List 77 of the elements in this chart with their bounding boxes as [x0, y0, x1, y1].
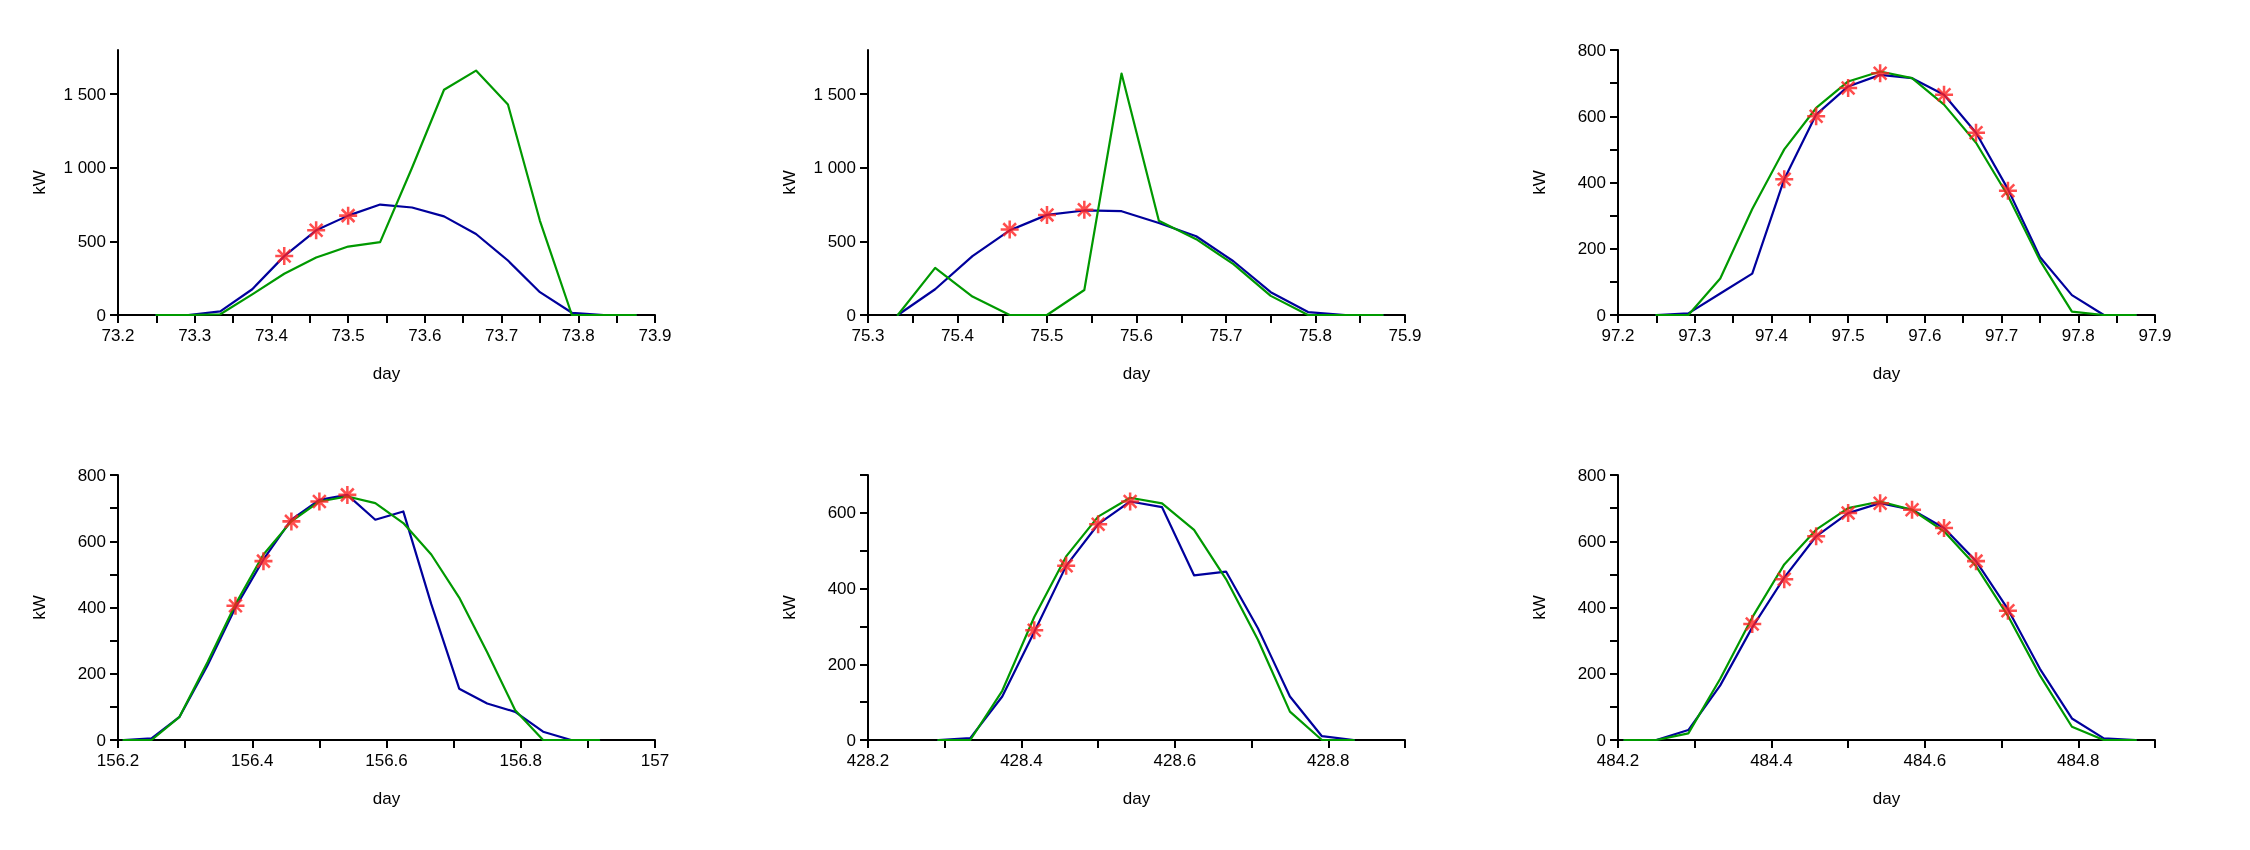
x-tick-label: 73.9 — [638, 326, 672, 345]
y-tick-label: 800 — [1577, 40, 1606, 60]
y-tick-label: 0 — [1596, 730, 1606, 750]
y-tick-label: 600 — [827, 503, 856, 523]
y-tick-label: 500 — [827, 231, 856, 251]
x-tick-label: 484.2 — [1596, 751, 1640, 770]
y-tick-label: 1 500 — [63, 84, 106, 104]
x-tick-label: 75.8 — [1298, 326, 1333, 345]
y-tick-label: 600 — [77, 531, 106, 551]
x-tick-label: 73.4 — [254, 326, 288, 345]
x-tick-label: 73.7 — [485, 326, 519, 345]
y-axis-title: kW — [780, 595, 799, 620]
y-tick-label: 800 — [77, 465, 106, 485]
x-tick-label: 428.6 — [1153, 751, 1197, 770]
x-tick-label: 73.2 — [101, 326, 135, 345]
y-tick-label: 1 000 — [813, 158, 856, 178]
x-tick-label: 428.2 — [846, 751, 890, 770]
x-tick-label: 97.2 — [1601, 326, 1635, 345]
x-tick-label: 97.7 — [1985, 326, 2019, 345]
y-tick-label: 200 — [1577, 239, 1606, 259]
x-axis-title: day — [1872, 364, 1901, 383]
x-tick-label: 156.6 — [365, 751, 408, 770]
x-tick-label: 484.6 — [1903, 751, 1947, 770]
x-tick-label: 75.6 — [1119, 326, 1154, 345]
y-tick-label: 0 — [96, 730, 106, 750]
line-series — [896, 72, 1384, 317]
y-tick-label: 600 — [1577, 106, 1606, 126]
y-tick-label: 0 — [1596, 305, 1606, 325]
y-tick-label: 1 500 — [813, 84, 856, 104]
x-tick-label: 156.4 — [230, 751, 274, 770]
x-tick-label: 97.4 — [1754, 326, 1788, 345]
x-axis-title: day — [1872, 789, 1901, 808]
y-axis-title: kW — [30, 595, 49, 620]
x-tick-label: 428.8 — [1307, 751, 1350, 770]
line-series — [155, 69, 637, 317]
x-tick-label: 97.6 — [1908, 326, 1942, 345]
x-tick-label: 97.9 — [2138, 326, 2172, 345]
y-tick-label: 800 — [1577, 465, 1606, 485]
x-tick-label: 73.5 — [331, 326, 365, 345]
y-axis-title: kW — [1530, 595, 1549, 620]
y-tick-label: 600 — [1577, 531, 1606, 551]
y-axis-title: kW — [30, 170, 49, 195]
y-tick-label: 200 — [827, 654, 856, 674]
x-axis-title: day — [372, 364, 401, 383]
x-tick-label: 484.8 — [2057, 751, 2100, 770]
y-tick-label: 400 — [1577, 173, 1606, 192]
y-tick-label: 1 000 — [63, 158, 106, 178]
x-tick-label: 75.5 — [1030, 326, 1064, 345]
x-tick-label: 97.5 — [1831, 326, 1865, 345]
y-tick-label: 0 — [846, 305, 856, 325]
x-tick-label: 75.7 — [1209, 326, 1243, 345]
x-tick-label: 75.9 — [1388, 326, 1422, 345]
y-axis-title: kW — [1530, 170, 1549, 195]
x-axis-title: day — [1122, 364, 1151, 383]
y-tick-label: 0 — [96, 305, 106, 325]
x-tick-label: 75.4 — [940, 326, 975, 345]
y-tick-label: 500 — [77, 231, 106, 251]
y-tick-label: 400 — [827, 579, 856, 599]
x-tick-label: 73.8 — [561, 326, 595, 345]
x-axis-title: day — [372, 789, 401, 808]
x-tick-label: 97.8 — [2061, 326, 2095, 345]
x-tick-label: 97.3 — [1678, 326, 1712, 345]
x-tick-label: 75.3 — [851, 326, 885, 345]
x-tick-label: 156.2 — [96, 751, 140, 770]
x-tick-label: 156.8 — [499, 751, 543, 770]
y-tick-label: 200 — [77, 664, 106, 684]
y-tick-label: 0 — [846, 730, 856, 750]
y-axis-title: kW — [780, 170, 799, 195]
x-tick-label: 484.4 — [1750, 751, 1793, 770]
y-tick-label: 400 — [77, 598, 106, 617]
x-tick-label: 73.6 — [408, 326, 442, 345]
x-tick-label: 428.4 — [1000, 751, 1043, 770]
x-axis-title: day — [1122, 789, 1151, 808]
y-tick-label: 400 — [1577, 598, 1606, 617]
x-tick-label: 157 — [640, 751, 670, 770]
y-tick-label: 200 — [1577, 664, 1606, 684]
x-tick-label: 73.3 — [178, 326, 212, 345]
